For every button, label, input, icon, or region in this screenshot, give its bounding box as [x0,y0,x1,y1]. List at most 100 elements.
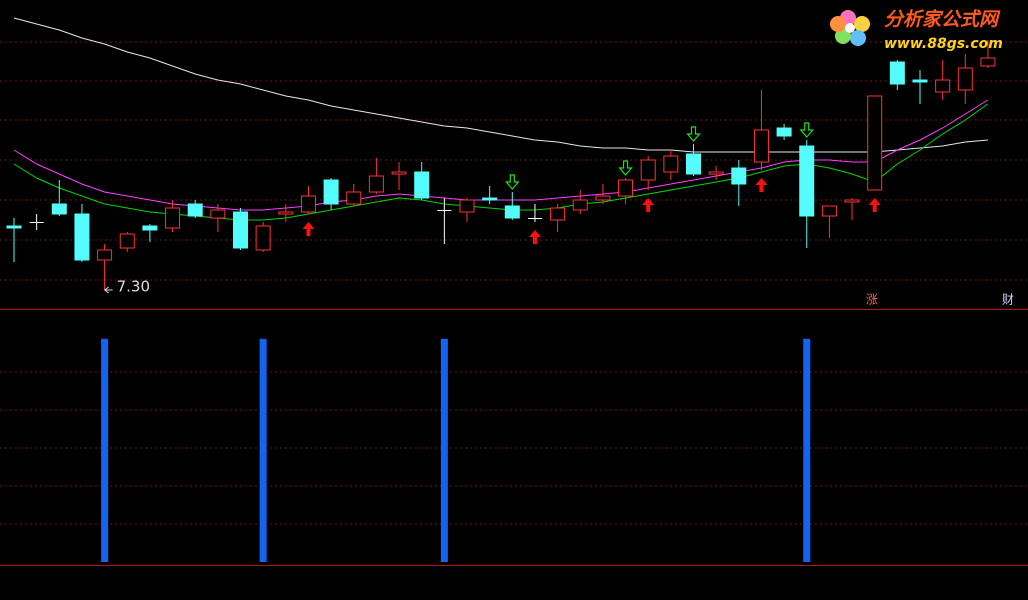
candle-body [6,225,22,229]
candle [391,162,407,190]
candle-body [912,79,928,83]
candle [686,144,701,176]
candle [142,224,158,242]
candle-body [482,197,498,201]
corner-label: 财 [1002,293,1014,307]
corner-label: 涨 [866,292,878,307]
candle-body [550,207,566,221]
candle-body [459,199,475,213]
candle [527,204,542,222]
candle-body [278,211,294,215]
candle-body [165,207,181,229]
candle-body [753,129,769,163]
buy-signal-arrow [528,230,541,244]
indicator-bar [259,338,267,562]
indicator-bar [803,338,811,562]
candle [119,232,135,252]
candle [640,156,656,190]
candle-body [640,159,656,181]
low-marker-label: 7.30 [117,278,150,296]
candle-body [504,205,520,219]
candle [957,54,973,104]
candle [980,40,996,68]
candle-body [51,203,67,215]
buy-signal-arrow [755,178,768,192]
candle-body [323,179,339,205]
moving-average-line [13,99,989,211]
candle-body [255,225,271,251]
candle [300,186,316,214]
candle [6,218,22,262]
candle [74,204,90,262]
candle-body [437,210,452,211]
logo-petal [854,16,870,32]
candle [821,205,837,238]
candle [595,184,611,204]
candle [29,214,44,230]
buy-signal-arrow [302,222,315,236]
candle [368,158,384,194]
logo-petal [830,16,846,32]
candle-body [29,222,44,223]
candle [414,162,430,200]
candle [459,198,475,222]
candle [165,200,181,232]
candle-body [731,167,747,185]
candle [663,150,679,180]
indicator-bar [101,338,109,562]
moving-average-line [13,17,988,153]
candle [731,160,747,206]
candle-body [210,209,226,219]
candle [935,60,951,100]
candle [255,222,271,252]
candle-body [957,67,973,91]
indicator-bar [440,338,448,562]
candle [210,204,226,232]
candle [278,204,294,222]
candle-body [368,175,384,193]
candle-body [391,171,407,175]
candle [550,204,566,232]
candle-body [889,61,905,85]
low-marker-arrow [104,286,113,294]
candle [504,192,520,220]
candle-body [618,179,634,197]
buy-signal-arrow [642,198,655,212]
candle [97,244,113,290]
candle-body [821,205,837,217]
candle [799,140,815,248]
candle-body [233,211,248,249]
sell-signal-arrow [686,126,701,142]
candle [346,184,362,206]
sell-signal-arrow [618,160,633,176]
logo-petal [850,30,866,46]
candle-body [300,195,316,213]
candle-body [663,155,679,173]
logo-url: www.88gs.com [884,36,1003,52]
candle-body [935,79,951,93]
candle [187,200,203,218]
candle-body [97,249,113,261]
logo: 分析家公式网 www.88gs.com [830,9,1003,52]
sell-signal-arrow [799,122,815,138]
candle-body [867,95,883,191]
candle-body [980,57,996,67]
candle [776,124,792,140]
candle-body [527,218,542,219]
candle [708,166,724,180]
candle [912,70,928,104]
candle [437,198,452,244]
logo-title: 分析家公式网 [884,9,1001,31]
candle-body [595,195,611,201]
candle-body [142,225,158,231]
candle-body [708,171,724,175]
candle [867,95,883,191]
candle-body [74,213,90,261]
candle-body [187,203,203,217]
candle [51,180,67,216]
candle [323,178,339,210]
logo-center [845,23,855,33]
